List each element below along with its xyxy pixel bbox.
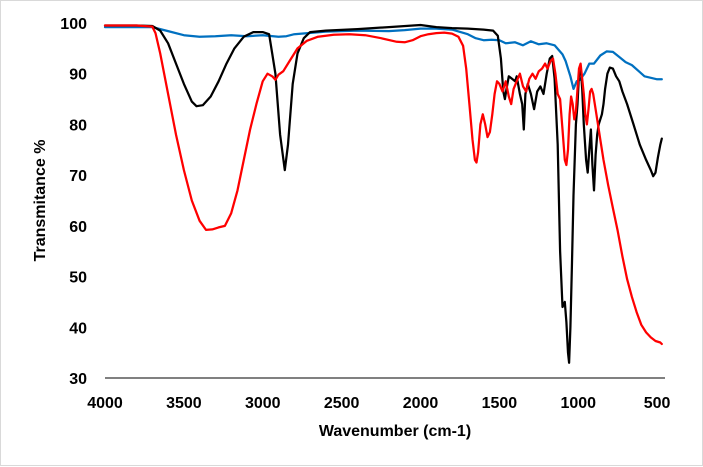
x-tick-label: 3000 xyxy=(245,395,281,412)
y-tick-label: 50 xyxy=(69,270,87,287)
x-tick-label: 1500 xyxy=(482,395,518,412)
x-tick-labels: 4000 3500 3000 2500 2000 1500 1000 500 xyxy=(87,395,670,412)
series-group xyxy=(103,23,663,364)
y-axis-title: Transmitance % xyxy=(32,140,49,262)
y-tick-label: 60 xyxy=(69,219,87,236)
series-line-1 xyxy=(103,25,663,91)
y-tick-label: 90 xyxy=(69,67,87,84)
series-line-2 xyxy=(103,23,663,364)
x-tick-label: 2500 xyxy=(324,395,360,412)
x-tick-label: 4000 xyxy=(87,395,123,412)
x-axis-title: Wavenumber (cm-1) xyxy=(319,423,471,440)
y-tick-label: 80 xyxy=(69,117,87,134)
y-tick-label: 70 xyxy=(69,168,87,185)
x-tick-label: 3500 xyxy=(166,395,202,412)
y-tick-labels: 30 40 50 60 70 80 90 100 xyxy=(60,16,87,388)
series-line-3 xyxy=(103,24,663,346)
y-tick-label: 40 xyxy=(69,320,87,337)
y-tick-label: 100 xyxy=(60,16,87,33)
y-tick-label: 30 xyxy=(69,371,87,388)
x-tick-label: 1000 xyxy=(560,395,596,412)
x-tick-label: 500 xyxy=(644,395,671,412)
x-tick-label: 2000 xyxy=(403,395,439,412)
